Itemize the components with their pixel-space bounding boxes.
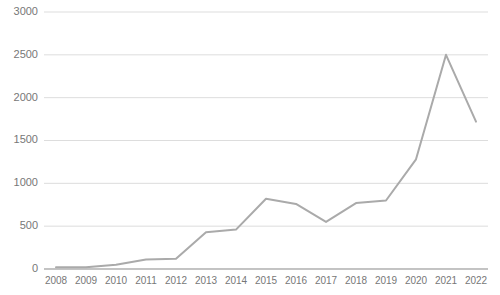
x-tick-label: 2014 xyxy=(225,275,248,286)
x-tick-label: 2009 xyxy=(75,275,98,286)
grid-line xyxy=(44,12,488,13)
plot-area xyxy=(56,55,476,267)
grid-line xyxy=(44,269,488,270)
x-tick-label: 2010 xyxy=(105,275,128,286)
y-tick-label: 2000 xyxy=(14,91,38,103)
x-tick-label: 2021 xyxy=(435,275,458,286)
y-tick-label: 1500 xyxy=(14,133,38,145)
y-tick-label: 1000 xyxy=(14,176,38,188)
grid-line xyxy=(44,54,488,55)
x-tick-label: 2011 xyxy=(135,275,157,286)
grid-line xyxy=(44,97,488,98)
y-tick-label: 0 xyxy=(32,262,38,274)
x-tick-label: 2008 xyxy=(45,275,68,286)
x-tick-label: 2015 xyxy=(255,275,278,286)
x-tick-labels: 2008 2009 2010 2011 2012 2013 2014 2015 2016 2017… xyxy=(45,275,488,286)
x-tick-label: 2012 xyxy=(165,275,188,286)
y-tick-labels: 0 500 1000 1500 2000 2500 3000 xyxy=(14,5,38,274)
x-axis-line xyxy=(44,269,488,270)
data-line xyxy=(56,55,476,267)
y-tick-label: 500 xyxy=(20,219,38,231)
chart-svg: 0 500 1000 1500 2000 2500 3000 2008 2009 2010 2011… xyxy=(0,0,500,295)
grid-line xyxy=(44,183,488,184)
x-tick-label: 2018 xyxy=(345,275,368,286)
x-tick-label: 2017 xyxy=(315,275,338,286)
y-tick-label: 2500 xyxy=(14,48,38,60)
x-tick-label: 2013 xyxy=(195,275,218,286)
y-tick-label: 3000 xyxy=(14,5,38,17)
grid-line xyxy=(44,226,488,227)
x-tick-label: 2019 xyxy=(375,275,398,286)
chart-container: 0 500 1000 1500 2000 2500 3000 2008 2009 2010 2011… xyxy=(0,0,500,295)
grid xyxy=(44,12,488,269)
x-tick-label: 2016 xyxy=(285,275,308,286)
x-tick-label: 2020 xyxy=(405,275,428,286)
x-tick-label: 2022 xyxy=(465,275,488,286)
